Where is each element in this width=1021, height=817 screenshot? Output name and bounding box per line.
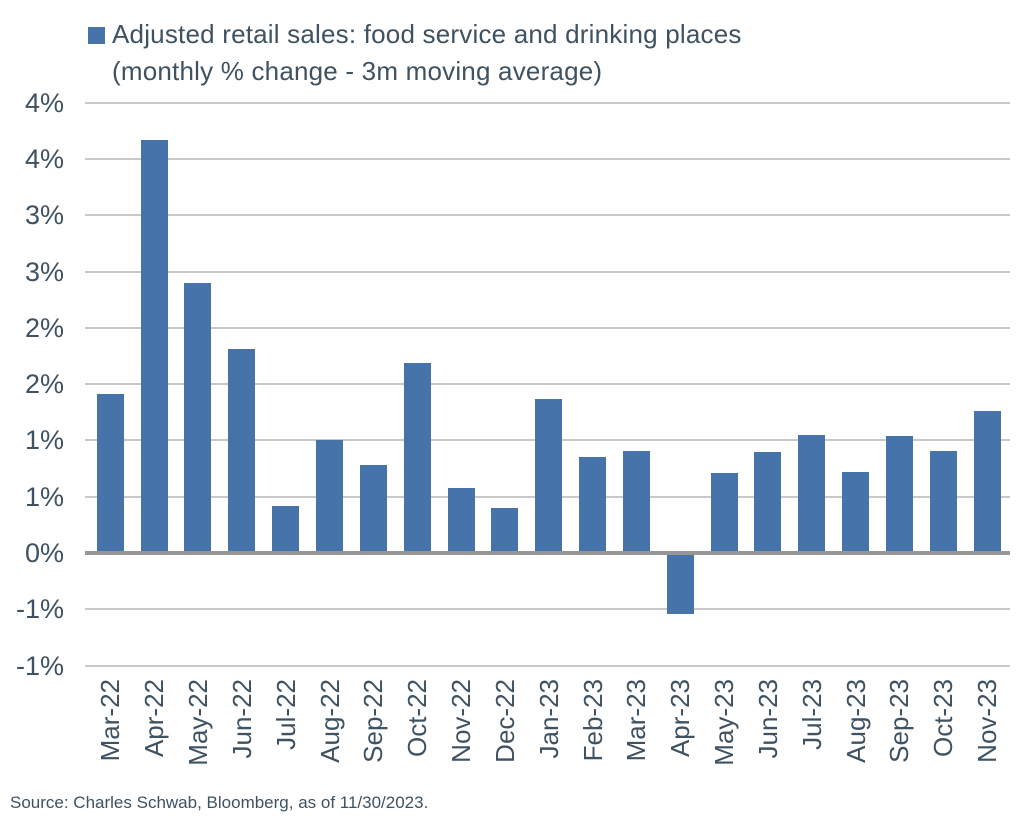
x-tick-label-nov-23: Nov-23 bbox=[972, 679, 1003, 763]
y-tick-label-3.5: 4% bbox=[24, 143, 64, 174]
bar-oct-22 bbox=[403, 362, 431, 553]
x-tick-label-feb-23: Feb-23 bbox=[577, 679, 608, 762]
y-tick-label-2.5: 3% bbox=[24, 256, 64, 287]
y-tick-label-2: 2% bbox=[24, 312, 64, 343]
gridline-3.5 bbox=[85, 157, 1010, 160]
y-tick-label-1.5: 2% bbox=[24, 369, 64, 400]
x-tick-label-jun-23: Jun-23 bbox=[752, 679, 783, 759]
x-tick-label-apr-22: Apr-22 bbox=[139, 679, 170, 758]
bar-oct-23 bbox=[929, 450, 957, 553]
x-tick-label-nov-22: Nov-22 bbox=[446, 679, 477, 763]
x-tick-label-jul-22: Jul-22 bbox=[270, 679, 301, 750]
x-tick-label-jul-23: Jul-23 bbox=[796, 679, 827, 750]
bar-may-22 bbox=[184, 282, 212, 553]
x-tick-label-jan-23: Jan-23 bbox=[533, 679, 564, 759]
bar-jul-22 bbox=[272, 505, 300, 553]
bar-sep-23 bbox=[885, 435, 913, 553]
bar-nov-22 bbox=[447, 487, 475, 553]
x-tick-label-may-22: May-22 bbox=[182, 679, 213, 766]
bar-sep-22 bbox=[359, 465, 387, 553]
bar-aug-22 bbox=[316, 440, 343, 553]
x-tick-label-mar-23: Mar-23 bbox=[621, 679, 652, 762]
x-tick-label-aug-22: Aug-22 bbox=[314, 679, 345, 763]
gridline-1.5 bbox=[85, 383, 1010, 386]
gridline-2.5 bbox=[85, 270, 1010, 273]
bar-nov-23 bbox=[973, 411, 1001, 553]
bar-aug-23 bbox=[842, 471, 870, 553]
x-tick-label-aug-23: Aug-23 bbox=[840, 679, 871, 763]
y-tick-label--0.5: -1% bbox=[15, 594, 64, 625]
y-tick-label-4: 4% bbox=[24, 87, 64, 118]
y-tick-label-3: 3% bbox=[24, 200, 64, 231]
y-tick-label-1: 1% bbox=[24, 425, 64, 456]
x-tick-label-sep-23: Sep-23 bbox=[884, 679, 915, 763]
x-tick-label-apr-23: Apr-23 bbox=[665, 679, 696, 758]
chart-title: Adjusted retail sales: food service and … bbox=[112, 16, 742, 90]
bar-may-23 bbox=[710, 473, 738, 553]
gridline-3 bbox=[85, 214, 1010, 217]
x-tick-label-jun-22: Jun-22 bbox=[226, 679, 257, 759]
bar-jun-22 bbox=[228, 349, 256, 553]
x-tick-label-sep-22: Sep-22 bbox=[358, 679, 389, 763]
bar-mar-22 bbox=[96, 394, 124, 553]
y-tick-label--1: -1% bbox=[15, 650, 64, 681]
bar-dec-22 bbox=[491, 507, 519, 553]
legend-marker-square bbox=[88, 27, 105, 44]
x-tick-label-may-23: May-23 bbox=[709, 679, 740, 766]
gridline--1 bbox=[85, 664, 1010, 667]
zero-axis-line bbox=[85, 551, 1010, 555]
x-tick-label-dec-22: Dec-22 bbox=[489, 679, 520, 763]
y-tick-label-0: 0% bbox=[24, 538, 64, 568]
gridline-2 bbox=[85, 326, 1010, 329]
bar-jan-23 bbox=[535, 398, 563, 553]
bar-mar-23 bbox=[622, 450, 650, 553]
x-tick-label-mar-22: Mar-22 bbox=[95, 679, 126, 762]
chart-title-line2: (monthly % change - 3m moving average) bbox=[112, 56, 603, 86]
y-tick-label-0.5: 1% bbox=[24, 481, 64, 512]
bar-feb-23 bbox=[579, 457, 607, 553]
bar-jun-23 bbox=[754, 451, 782, 553]
x-tick-label-oct-23: Oct-23 bbox=[928, 679, 959, 758]
bar-jul-23 bbox=[798, 434, 826, 553]
gridline--0.5 bbox=[85, 608, 1010, 611]
bar-apr-23 bbox=[666, 553, 694, 614]
x-tick-label-oct-22: Oct-22 bbox=[402, 679, 433, 758]
chart-title-line1: Adjusted retail sales: food service and … bbox=[112, 19, 742, 49]
gridline-4 bbox=[85, 101, 1010, 104]
bar-apr-22 bbox=[140, 139, 168, 553]
source-note: Source: Charles Schwab, Bloomberg, as of… bbox=[10, 793, 429, 812]
